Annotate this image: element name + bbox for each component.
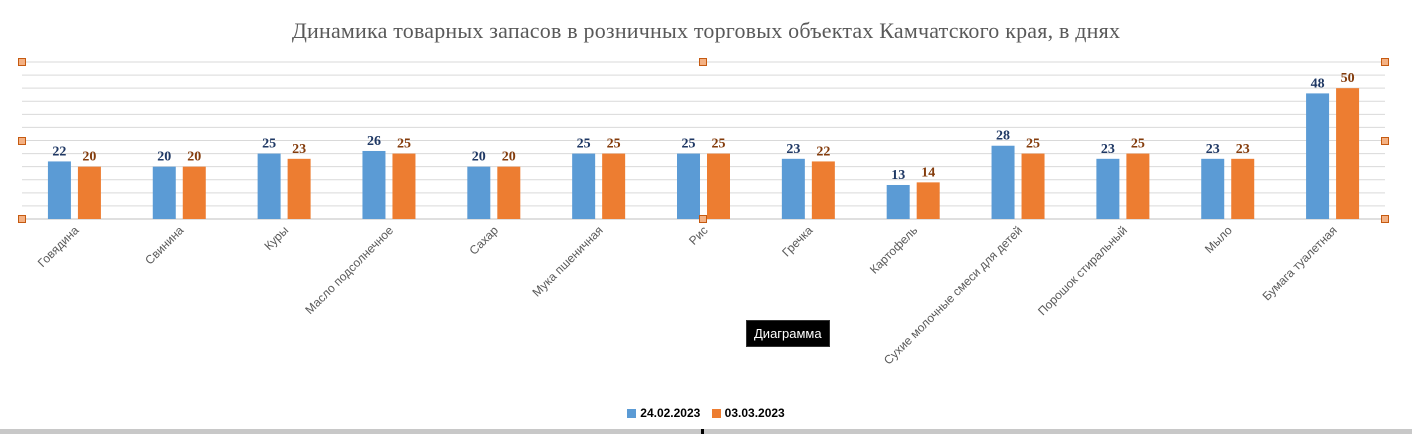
bar-1-1 bbox=[47, 161, 71, 219]
bar-1-3 bbox=[257, 153, 281, 219]
x-tick-label-5: Сахар bbox=[467, 223, 502, 258]
bar-1-4 bbox=[362, 150, 386, 219]
bar-1-8 bbox=[781, 158, 805, 219]
data-label-1-12: 23 bbox=[1206, 142, 1220, 157]
selection-handle-8 bbox=[1381, 215, 1389, 223]
scrollbar-marker bbox=[701, 429, 704, 434]
selection-handle-6 bbox=[18, 215, 26, 223]
bar-2-13 bbox=[1336, 88, 1360, 220]
chart-legend: 24.02.2023 03.03.2023 bbox=[0, 406, 1412, 421]
x-tick-label-3: Куры bbox=[261, 223, 291, 253]
x-tick-label-12: Мыло bbox=[1202, 223, 1235, 256]
x-tick-label-9: Картофель bbox=[867, 223, 920, 276]
data-label-2-4: 25 bbox=[397, 137, 411, 152]
selection-handle-3 bbox=[1381, 58, 1389, 66]
data-label-2-1: 20 bbox=[82, 150, 96, 165]
selection-handle-2 bbox=[699, 58, 707, 66]
data-label-2-9: 14 bbox=[921, 165, 935, 180]
data-label-2-3: 23 bbox=[292, 142, 306, 157]
bar-2-12 bbox=[1231, 158, 1255, 219]
bar-2-10 bbox=[1021, 153, 1045, 219]
legend-swatch-series-2 bbox=[711, 408, 721, 418]
data-label-1-3: 25 bbox=[262, 137, 276, 152]
data-label-1-6: 25 bbox=[577, 137, 591, 152]
selection-handle-4 bbox=[18, 137, 26, 145]
data-label-1-7: 25 bbox=[682, 137, 696, 152]
bar-1-5 bbox=[467, 166, 491, 219]
data-label-1-5: 20 bbox=[472, 150, 486, 165]
bar-2-7 bbox=[707, 153, 730, 219]
bar-1-2 bbox=[152, 166, 176, 219]
selection-handle-5 bbox=[1381, 137, 1389, 145]
bar-1-13 bbox=[1306, 93, 1330, 219]
window-scrollbar[interactable] bbox=[0, 429, 1412, 434]
x-tick-label-4: Масло подсолнечное bbox=[302, 223, 396, 317]
x-tick-label-7: Рис bbox=[686, 223, 711, 248]
legend-item-series-1: 24.02.2023 bbox=[627, 406, 700, 420]
bar-1-9 bbox=[886, 184, 910, 219]
x-tick-label-1: Говядина bbox=[35, 223, 82, 270]
x-tick-label-13: Бумага туалетная bbox=[1260, 223, 1340, 303]
selection-handle-7 bbox=[699, 215, 707, 223]
legend-item-series-2: 03.03.2023 bbox=[711, 406, 785, 420]
x-tick-label-6: Мука пшеничная bbox=[530, 223, 606, 299]
bar-1-10 bbox=[991, 145, 1015, 219]
data-label-2-7: 25 bbox=[712, 137, 726, 152]
data-label-1-13: 48 bbox=[1311, 76, 1325, 91]
data-label-2-5: 20 bbox=[502, 150, 516, 165]
bar-chart[interactable]: 22 20 Говядина 20 20 Свинина 25 23 Куры 26 25 Масло… bbox=[0, 0, 1412, 400]
data-label-2-11: 25 bbox=[1131, 137, 1145, 152]
data-label-1-11: 23 bbox=[1101, 142, 1115, 157]
bar-1-7 bbox=[677, 153, 700, 219]
bar-2-9 bbox=[916, 182, 940, 219]
bar-2-8 bbox=[811, 161, 835, 219]
data-label-2-10: 25 bbox=[1026, 137, 1040, 152]
data-label-1-8: 23 bbox=[786, 142, 800, 157]
data-label-1-1: 22 bbox=[52, 144, 66, 159]
x-tick-label-2: Свинина bbox=[142, 223, 186, 267]
data-label-1-10: 28 bbox=[996, 129, 1010, 144]
x-tick-label-11: Порошок стиральный bbox=[1035, 223, 1130, 318]
bar-2-4 bbox=[392, 153, 416, 219]
bar-1-12 bbox=[1201, 158, 1225, 219]
selection-handle-1 bbox=[18, 58, 26, 66]
bar-1-11 bbox=[1096, 158, 1120, 219]
data-label-2-2: 20 bbox=[187, 150, 201, 165]
x-tick-label-8: Гречка bbox=[779, 223, 815, 259]
data-label-1-9: 13 bbox=[891, 168, 905, 183]
legend-label-series-2: 03.03.2023 bbox=[724, 406, 785, 420]
bar-1-6 bbox=[572, 153, 596, 219]
data-label-2-13: 50 bbox=[1341, 71, 1355, 86]
data-label-2-12: 23 bbox=[1236, 142, 1250, 157]
legend-swatch-series-1 bbox=[627, 408, 637, 418]
data-label-1-4: 26 bbox=[367, 134, 381, 149]
bar-2-3 bbox=[287, 158, 311, 219]
bar-2-5 bbox=[497, 166, 521, 219]
chart-tooltip: Диаграмма bbox=[746, 320, 830, 347]
chart-title: Динамика товарных запасов в розничных то… bbox=[291, 18, 1121, 43]
bar-2-11 bbox=[1126, 153, 1150, 219]
bar-2-1 bbox=[77, 166, 101, 219]
bar-2-6 bbox=[602, 153, 626, 219]
legend-label-series-1: 24.02.2023 bbox=[640, 406, 701, 420]
data-label-2-6: 25 bbox=[607, 137, 621, 152]
bar-2-2 bbox=[182, 166, 206, 219]
data-label-2-8: 22 bbox=[816, 144, 830, 159]
data-label-1-2: 20 bbox=[157, 150, 171, 165]
